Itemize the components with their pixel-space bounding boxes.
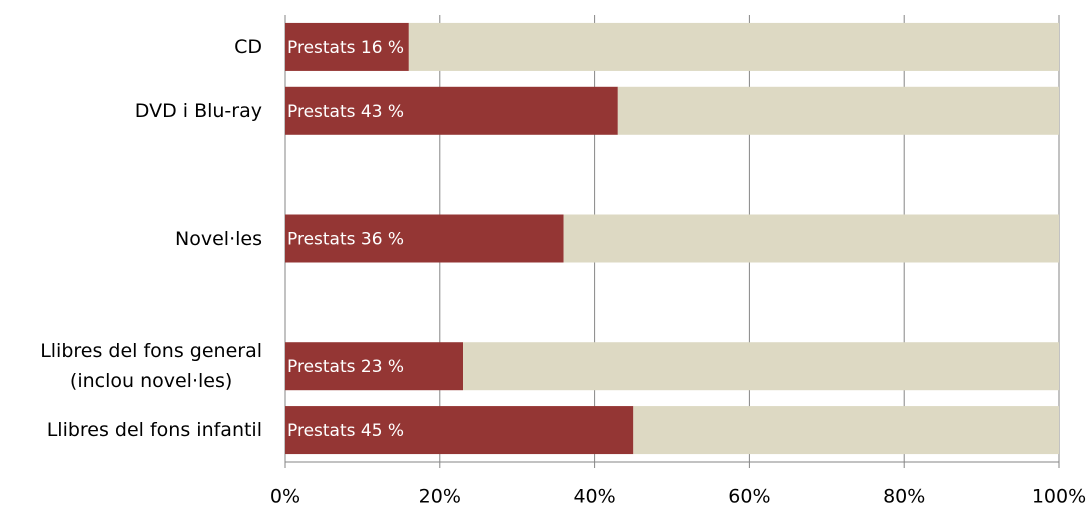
x-tick-label: 80% xyxy=(883,486,925,508)
bar-segment xyxy=(285,86,618,135)
data-label: Prestats 45 % xyxy=(287,421,404,441)
data-label: Prestats 36 % xyxy=(287,230,404,250)
bar-segment xyxy=(285,406,634,455)
bar-segment xyxy=(408,22,1060,71)
x-tick-label: 60% xyxy=(728,486,770,508)
category-label: CD xyxy=(234,35,262,58)
category-label: Llibres del fons general (inclou novel·l… xyxy=(40,340,262,393)
data-label: Prestats 43 % xyxy=(287,102,404,122)
bar-segment xyxy=(285,22,409,71)
bar-segment xyxy=(563,214,1059,263)
x-tick-label: 20% xyxy=(419,486,461,508)
bar-segment xyxy=(285,342,464,391)
data-label: Prestats 23 % xyxy=(287,357,404,377)
category-label: DVD i Blu-ray xyxy=(134,99,262,122)
category-label: Novel·les xyxy=(175,227,262,250)
x-tick-label: 40% xyxy=(573,486,615,508)
bar-segment xyxy=(617,86,1059,135)
bar-segment xyxy=(633,406,1059,455)
x-tick-label: 100% xyxy=(1032,486,1086,508)
data-label: Prestats 16 % xyxy=(287,38,404,58)
bar-segment xyxy=(285,214,564,263)
x-tick-label: 0% xyxy=(270,486,300,508)
bar-segment xyxy=(463,342,1059,391)
category-label: Llibres del fons infantil xyxy=(46,419,262,442)
